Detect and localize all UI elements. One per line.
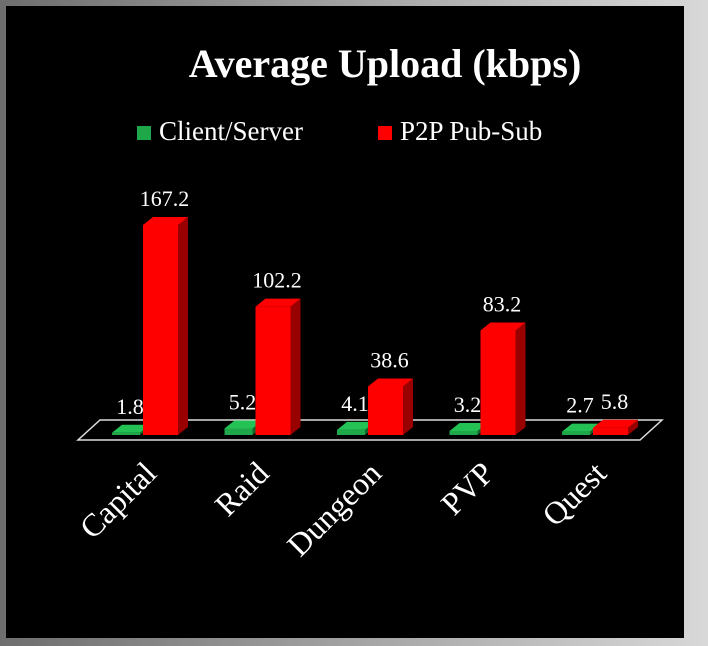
bar-front [112,432,140,435]
bar-front [562,431,590,435]
value-label: 5.8 [601,389,629,414]
value-label: 102.2 [252,268,302,293]
bar-front [255,306,291,435]
bar-side [515,322,526,435]
bar-front [368,386,403,435]
bar-top [224,420,263,429]
bar-top [337,421,375,430]
bar-top [368,378,413,387]
value-label: 2.7 [566,393,594,418]
legend-swatch [137,126,151,140]
bar-side [628,419,638,435]
value-label: 1.8 [116,394,144,419]
value-label: 167.2 [140,186,190,211]
bar-side [290,298,301,435]
bar-top [112,424,150,433]
bar-front [449,430,478,435]
value-label: 38.6 [370,348,409,373]
bar-front [143,225,178,435]
floor [76,419,664,441]
bar-top [562,423,600,432]
bar-side [403,378,413,435]
bar [143,217,188,435]
bar-front [224,428,253,435]
legend-swatch [378,126,392,140]
bar-top [480,322,526,331]
bar-top [449,422,488,431]
value-label: 83.2 [483,292,522,317]
bar-front [593,427,628,435]
value-label: 4.1 [341,391,369,416]
bar-front [337,429,365,435]
bar-front [480,330,516,435]
plot-background [6,6,684,638]
legend-label: P2P Pub-Sub [400,116,542,146]
bar [255,298,301,435]
bar-top [255,298,301,307]
bar [368,378,413,435]
value-label: 5.2 [229,390,257,415]
bar-top [143,217,188,225]
bar [480,322,526,435]
legend-label: Client/Server [159,116,303,146]
bar-side [178,217,188,435]
value-label: 3.2 [454,392,482,417]
bar [593,419,638,435]
bar-top [593,419,638,428]
chart-title: Average Upload (kbps) [189,41,582,86]
